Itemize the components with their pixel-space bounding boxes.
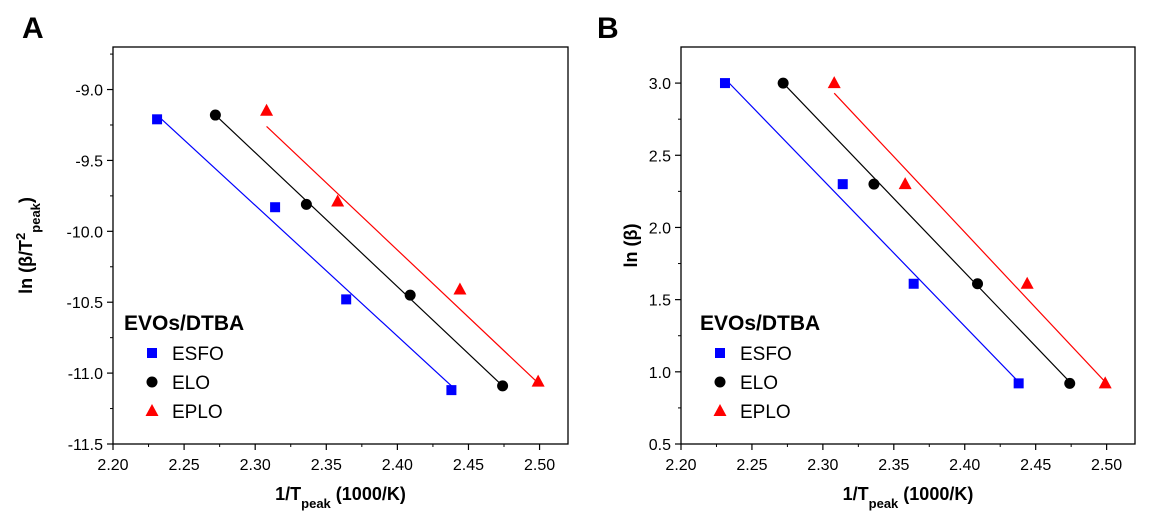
legend-label-eplo: EPLO bbox=[172, 402, 223, 423]
data-point-esfo bbox=[446, 385, 457, 396]
chart-panel-b: B 2.20 2.25 2.30 2.35 2.40 2.45 2.50 0.5 1.0 1.5 2.… bbox=[597, 12, 1136, 511]
legend-label-esfo: ESFO bbox=[172, 344, 224, 365]
data-point-eplo bbox=[898, 177, 912, 190]
plot-frame bbox=[680, 46, 1136, 445]
data-point-esfo bbox=[1013, 378, 1024, 389]
legend-marker-elo bbox=[714, 376, 726, 388]
data-point-eplo bbox=[453, 282, 467, 295]
x-tick-label: 2.35 bbox=[311, 457, 342, 474]
legend: EVOs/DTBA ESFO ELO EPLO bbox=[700, 312, 820, 423]
series-esfo bbox=[719, 78, 1024, 389]
x-tick-label: 2.30 bbox=[240, 457, 271, 474]
chart-panel-a: A 2.20 2.25 2.30 2.35 2.40 2.45 2.50 -11.5 -11.0 -… bbox=[13, 12, 569, 511]
legend-label-esfo: ESFO bbox=[740, 344, 792, 365]
y-tick-label: -10.5 bbox=[67, 295, 104, 312]
y-axis-title: ln (β/T2peak) bbox=[13, 197, 43, 294]
data-point-esfo bbox=[270, 202, 281, 213]
fit-line-esfo bbox=[724, 78, 1020, 383]
fit-line-eplo bbox=[833, 92, 1106, 383]
x-tick-label: 2.50 bbox=[1091, 457, 1122, 474]
legend-marker-eplo bbox=[145, 404, 159, 416]
data-point-eplo bbox=[260, 103, 274, 116]
data-point-esfo bbox=[837, 179, 848, 190]
legend-marker-esfo bbox=[147, 348, 157, 358]
series-elo bbox=[209, 109, 509, 392]
legend-label-elo: ELO bbox=[172, 373, 210, 394]
y-tick-label: -9.5 bbox=[75, 153, 103, 170]
data-point-esfo bbox=[908, 278, 919, 289]
series-eplo bbox=[827, 76, 1112, 389]
y-tick-label: 3.0 bbox=[649, 76, 671, 93]
data-point-eplo bbox=[827, 76, 841, 89]
fit-line-esfo bbox=[156, 114, 452, 387]
data-point-elo bbox=[404, 289, 416, 301]
data-point-elo bbox=[1064, 377, 1076, 389]
legend-label-elo: ELO bbox=[740, 373, 778, 394]
x-tick-label: 2.35 bbox=[878, 457, 909, 474]
x-axis-title: 1/Tpeak (1000/K) bbox=[275, 484, 406, 511]
data-point-elo bbox=[300, 198, 312, 210]
x-tick-label: 2.40 bbox=[382, 457, 413, 474]
y-tick-label: -11.5 bbox=[68, 437, 103, 454]
y-tick-label: 0.5 bbox=[649, 437, 671, 454]
legend-marker-esfo bbox=[715, 348, 725, 358]
data-point-eplo bbox=[331, 194, 345, 207]
fit-line-eplo bbox=[266, 125, 539, 384]
legend: EVOs/DTBA ESFO ELO EPLO bbox=[124, 312, 244, 423]
legend-label-eplo: EPLO bbox=[740, 402, 791, 423]
y-tick-label: 2.5 bbox=[649, 148, 671, 165]
series-eplo bbox=[260, 103, 545, 387]
fit-line-elo bbox=[782, 82, 1071, 383]
x-tick-label: 2.25 bbox=[169, 457, 200, 474]
plot-frame bbox=[112, 46, 569, 445]
series-esfo bbox=[152, 114, 457, 396]
data-point-elo bbox=[209, 109, 221, 121]
x-tick-label: 2.20 bbox=[97, 457, 128, 474]
x-tick-label: 2.45 bbox=[453, 457, 484, 474]
panel-letter: A bbox=[22, 12, 44, 45]
legend-marker-eplo bbox=[713, 404, 727, 416]
x-tick-label: 2.40 bbox=[949, 457, 980, 474]
data-point-elo bbox=[777, 77, 789, 89]
data-point-esfo bbox=[152, 114, 163, 125]
x-tick-label: 2.25 bbox=[736, 457, 767, 474]
data-point-esfo bbox=[719, 78, 730, 89]
data-point-esfo bbox=[341, 294, 352, 305]
x-tick-label: 2.45 bbox=[1020, 457, 1051, 474]
legend-title: EVOs/DTBA bbox=[124, 312, 244, 335]
series-elo bbox=[777, 77, 1076, 389]
y-tick-label: 1.0 bbox=[649, 365, 671, 382]
data-point-elo bbox=[497, 380, 509, 392]
y-tick-label: 1.5 bbox=[649, 293, 671, 310]
x-tick-label: 2.30 bbox=[807, 457, 838, 474]
panel-letter: B bbox=[597, 12, 619, 45]
y-tick-label: -11.0 bbox=[68, 366, 103, 383]
legend-marker-elo bbox=[146, 376, 158, 388]
y-tick-label: 2.0 bbox=[649, 220, 671, 237]
legend-title: EVOs/DTBA bbox=[700, 312, 820, 335]
data-point-eplo bbox=[1098, 376, 1112, 389]
fit-line-elo bbox=[214, 114, 504, 387]
x-axis-title: 1/Tpeak (1000/K) bbox=[843, 484, 974, 511]
x-tick-label: 2.20 bbox=[665, 457, 696, 474]
data-point-elo bbox=[972, 278, 984, 290]
y-axis-title: ln (β) bbox=[621, 224, 641, 268]
data-point-eplo bbox=[531, 374, 545, 387]
y-tick-label: -10.0 bbox=[67, 224, 104, 241]
data-point-elo bbox=[868, 178, 880, 190]
y-tick-label: -9.0 bbox=[75, 83, 103, 100]
data-point-eplo bbox=[1020, 276, 1034, 289]
x-tick-label: 2.50 bbox=[524, 457, 555, 474]
